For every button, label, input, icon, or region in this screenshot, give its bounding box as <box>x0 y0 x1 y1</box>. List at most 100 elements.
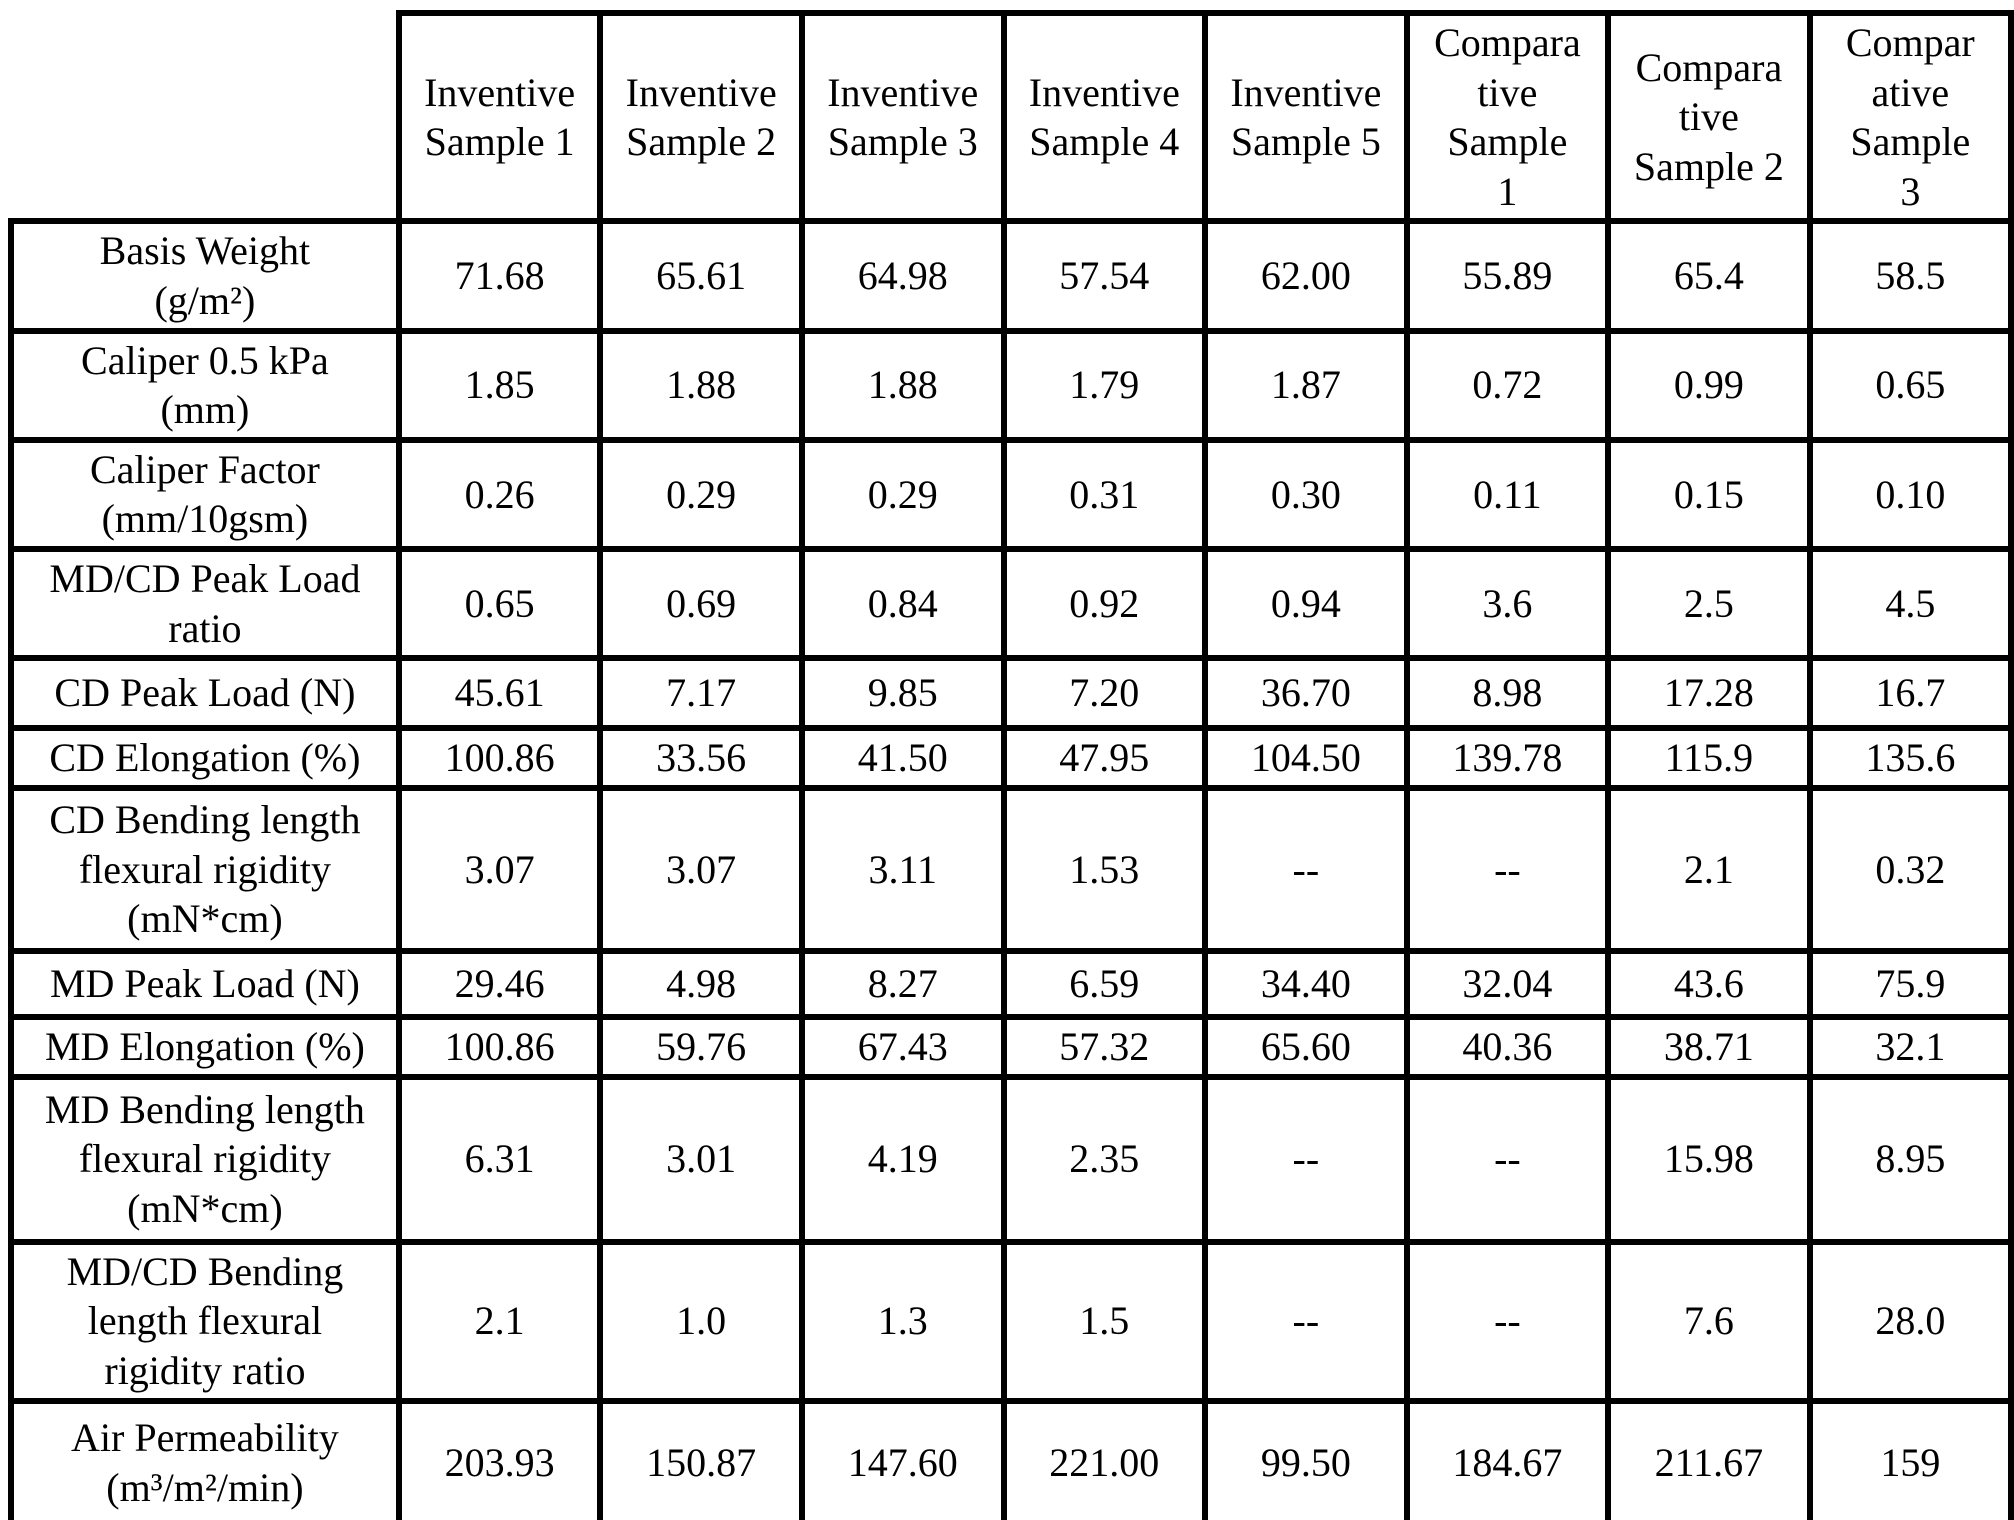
table-cell: 2.1 <box>395 1238 604 1404</box>
table-cell: -- <box>1403 785 1612 955</box>
table-cell: 139.78 <box>1403 725 1612 792</box>
table-cell: 36.70 <box>1202 655 1410 732</box>
table-cell: 6.59 <box>1000 948 1209 1021</box>
row-label: MD/CD Peak Load ratio <box>8 545 402 662</box>
table-cell: 4.19 <box>798 1073 1007 1245</box>
corner-cell <box>11 13 399 221</box>
header-row: Inventive Sample 1 Inventive Sample 2 Inve… <box>11 9 2014 225</box>
table-cell: -- <box>1403 1073 1612 1245</box>
table-cell: 8.98 <box>1403 655 1612 732</box>
column-header: Inventive Sample 4 <box>1000 9 1209 225</box>
table-cell: 211.67 <box>1605 1397 1813 1520</box>
table-cell: 115.9 <box>1605 725 1813 792</box>
table-cell: 1.88 <box>798 327 1007 443</box>
table-cell: 1.0 <box>597 1238 805 1404</box>
table-cell: 55.89 <box>1403 218 1612 334</box>
table-cell: 4.98 <box>597 948 805 1021</box>
table-cell: -- <box>1202 1238 1410 1404</box>
table-cell: 15.98 <box>1605 1073 1813 1245</box>
table-cell: 7.6 <box>1605 1238 1813 1404</box>
table-cell: 104.50 <box>1202 725 1410 792</box>
table-cell: 0.84 <box>798 545 1007 662</box>
table-cell: 1.53 <box>1000 785 1209 955</box>
table-cell: 3.11 <box>798 785 1007 955</box>
table-row: MD/CD Peak Load ratio 0.65 0.69 0.84 0.92 0.9… <box>8 545 2014 662</box>
table-cell: 1.88 <box>597 327 805 443</box>
table-row: MD Elongation (%) 100.86 59.76 67.43 57.32 65… <box>8 1014 2014 1080</box>
row-label: Caliper Factor (mm/10gsm) <box>8 436 402 552</box>
column-header: Inventive Sample 2 <box>597 9 805 225</box>
table-cell: 3.01 <box>597 1073 805 1245</box>
table-cell: 45.61 <box>395 655 604 732</box>
table-row: CD Bending length flexural rigidity (mN*… <box>8 785 2014 955</box>
table-cell: 67.43 <box>798 1014 1007 1080</box>
row-label: CD Bending length flexural rigidity (mN*… <box>8 785 402 955</box>
table-cell: 0.32 <box>1806 785 2014 955</box>
table-cell: 7.17 <box>597 655 805 732</box>
table-cell: 29.46 <box>395 948 604 1021</box>
table-cell: 100.86 <box>395 725 604 792</box>
table-cell: 2.35 <box>1000 1073 1209 1245</box>
table-row: Caliper 0.5 kPa (mm) 1.85 1.88 1.88 1.79 1.87… <box>8 327 2014 443</box>
table-cell: 0.65 <box>1806 327 2014 443</box>
table-cell: 28.0 <box>1806 1238 2014 1404</box>
table-cell: 58.5 <box>1806 218 2014 334</box>
table-cell: 65.61 <box>597 218 805 334</box>
table-cell: 159 <box>1806 1397 2014 1520</box>
row-label: MD/CD Bending length flexural rigidity r… <box>8 1238 402 1404</box>
table-cell: 3.07 <box>395 785 604 955</box>
table-cell: 32.04 <box>1403 948 1612 1021</box>
table-cell: 33.56 <box>597 725 805 792</box>
table-cell: 1.5 <box>1000 1238 1209 1404</box>
table-cell: 221.00 <box>1000 1397 1209 1520</box>
column-header: Compara tive Sample 1 <box>1403 9 1612 225</box>
table-cell: 16.7 <box>1806 655 2014 732</box>
table-cell: 0.30 <box>1202 436 1410 552</box>
samples-properties-table: Inventive Sample 1 Inventive Sample 2 Inve… <box>8 9 2014 1520</box>
table-cell: 17.28 <box>1605 655 1813 732</box>
table-cell: 1.79 <box>1000 327 1209 443</box>
table-cell: 75.9 <box>1806 948 2014 1021</box>
column-header: Inventive Sample 5 <box>1202 9 1410 225</box>
row-label: MD Peak Load (N) <box>8 948 402 1021</box>
table-row: MD Peak Load (N) 29.46 4.98 8.27 6.59 34.40 32… <box>8 948 2014 1021</box>
table-row: Caliper Factor (mm/10gsm) 0.26 0.29 0.29 0.3… <box>8 436 2014 552</box>
table-row: CD Elongation (%) 100.86 33.56 41.50 47.95 10… <box>8 725 2014 792</box>
column-header: Compara tive Sample 2 <box>1605 9 1813 225</box>
column-header: Inventive Sample 3 <box>798 9 1007 225</box>
table-cell: 0.99 <box>1605 327 1813 443</box>
table-cell: 32.1 <box>1806 1014 2014 1080</box>
table-cell: 3.07 <box>597 785 805 955</box>
table-cell: 135.6 <box>1806 725 2014 792</box>
row-label: Caliper 0.5 kPa (mm) <box>8 327 402 443</box>
table-cell: 0.29 <box>798 436 1007 552</box>
table-cell: 6.31 <box>395 1073 604 1245</box>
table-cell: 0.65 <box>395 545 604 662</box>
table-cell: 100.86 <box>395 1014 604 1080</box>
table-cell: 47.95 <box>1000 725 1209 792</box>
row-label: CD Peak Load (N) <box>8 655 402 732</box>
table-cell: -- <box>1202 1073 1410 1245</box>
table-cell: 8.95 <box>1806 1073 2014 1245</box>
table-cell: 203.93 <box>395 1397 604 1520</box>
table-cell: 9.85 <box>798 655 1007 732</box>
table-cell: 38.71 <box>1605 1014 1813 1080</box>
table-cell: 0.29 <box>597 436 805 552</box>
table-cell: 0.72 <box>1403 327 1612 443</box>
table-cell: 65.60 <box>1202 1014 1410 1080</box>
table-cell: 57.32 <box>1000 1014 1209 1080</box>
row-label: MD Elongation (%) <box>8 1014 402 1080</box>
table-cell: 0.31 <box>1000 436 1209 552</box>
table-cell: 99.50 <box>1202 1397 1410 1520</box>
table-cell: 65.4 <box>1605 218 1813 334</box>
table-cell: 0.92 <box>1000 545 1209 662</box>
table-row: Basis Weight (g/m²) 71.68 65.61 64.98 57.54 6… <box>8 218 2014 334</box>
row-label: MD Bending length flexural rigidity (mN*… <box>8 1073 402 1245</box>
table-cell: 0.15 <box>1605 436 1813 552</box>
table-cell: -- <box>1202 785 1410 955</box>
row-label: Basis Weight (g/m²) <box>8 218 402 334</box>
table-cell: 0.69 <box>597 545 805 662</box>
table-cell: 40.36 <box>1403 1014 1612 1080</box>
table-cell: 59.76 <box>597 1014 805 1080</box>
table-cell: 43.6 <box>1605 948 1813 1021</box>
